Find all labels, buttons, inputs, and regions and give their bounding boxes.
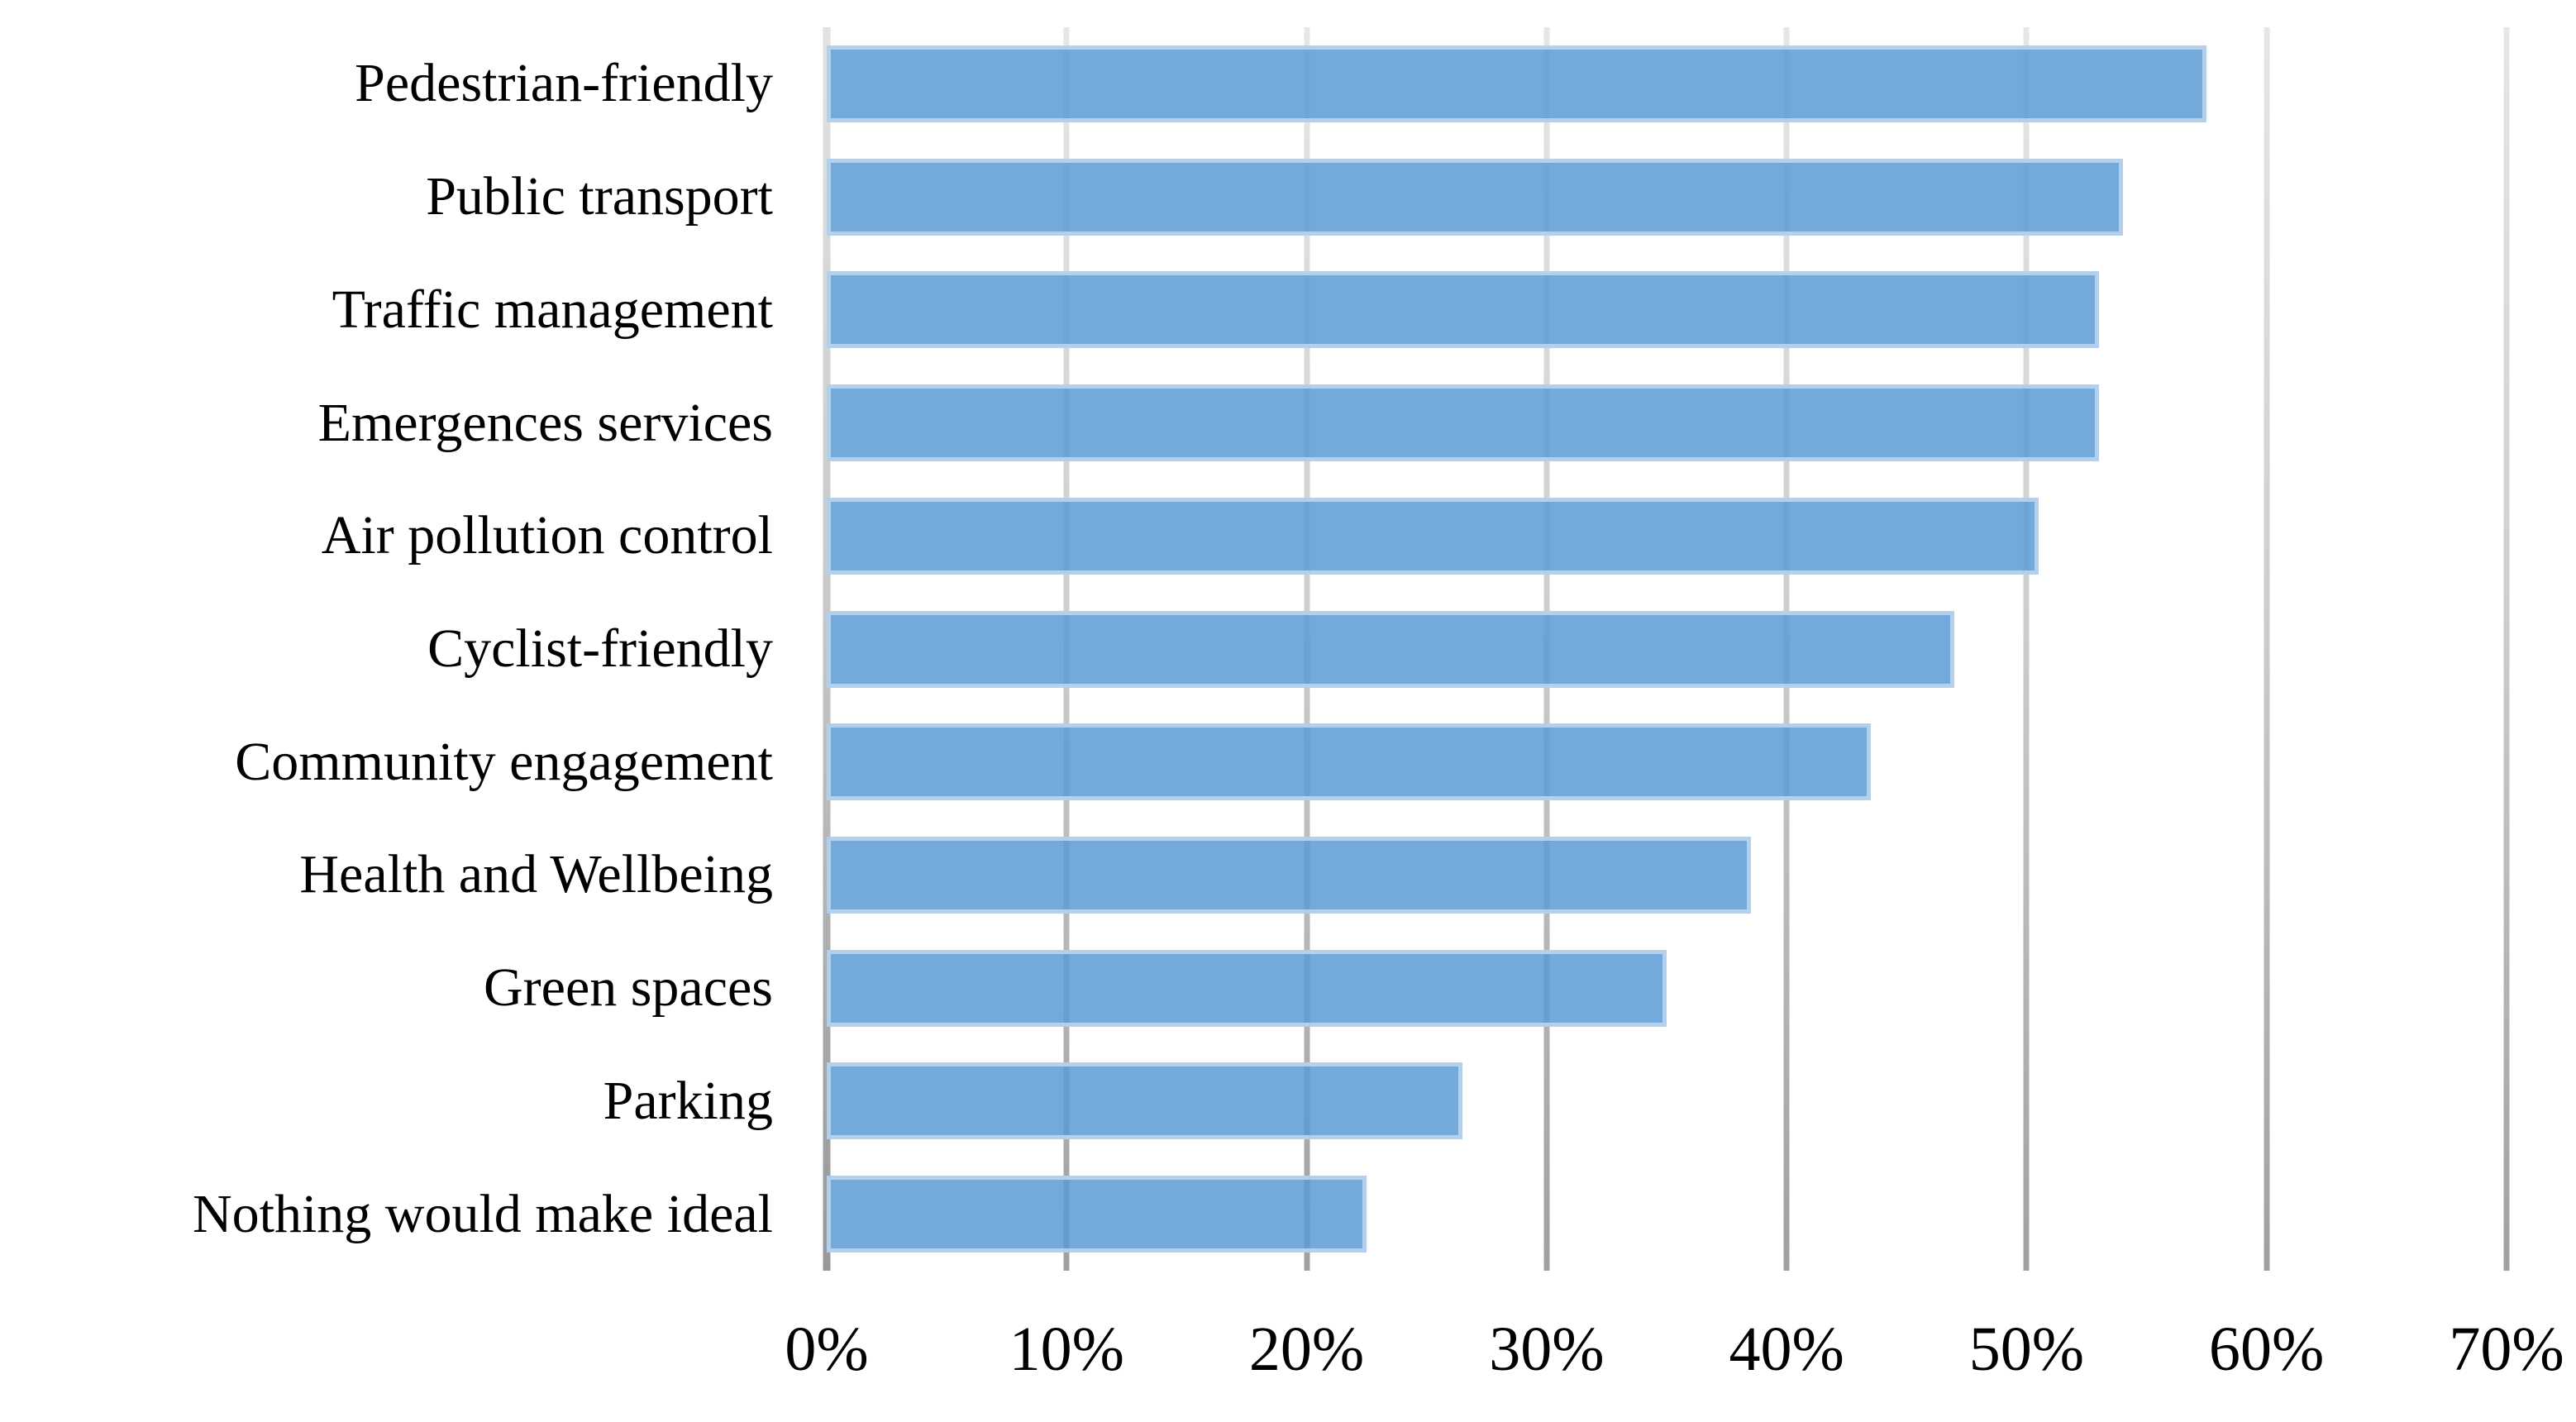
category-label: Parking <box>603 1070 773 1131</box>
category-label: Public transport <box>426 166 773 227</box>
bar <box>827 949 1667 1027</box>
plot-area <box>823 27 2510 1271</box>
x-tick-label: 20% <box>1248 1315 1365 1384</box>
bar <box>827 836 1751 914</box>
bar <box>827 384 2099 462</box>
category-label: Emergences services <box>317 392 773 453</box>
bar <box>827 723 1871 801</box>
x-tick-label: 50% <box>1968 1315 2085 1384</box>
category-label: Green spaces <box>484 957 773 1019</box>
x-tick-label: 60% <box>2209 1315 2325 1384</box>
bar <box>827 1062 1463 1140</box>
x-tick-label: 40% <box>1729 1315 1844 1384</box>
gridline <box>2264 27 2270 1271</box>
bar <box>827 497 2039 575</box>
category-label: Cyclist-friendly <box>427 618 773 679</box>
x-tick-label: 70% <box>2449 1315 2564 1384</box>
category-axis: Pedestrian-friendly Public transport Traff… <box>0 27 773 1271</box>
x-axis: 0% 10% 20% 30% 40% 50% 60% 70% <box>0 1310 2576 1401</box>
bar <box>827 610 1955 688</box>
bar <box>827 271 2099 349</box>
x-tick-label: 10% <box>1009 1315 1124 1384</box>
category-label: Pedestrian-friendly <box>355 53 773 114</box>
gridline <box>2503 27 2510 1271</box>
category-label: Traffic management <box>332 279 773 340</box>
bar <box>827 1176 1367 1253</box>
category-label: Health and Wellbeing <box>299 844 773 905</box>
gridline <box>2023 27 2030 1271</box>
bar <box>827 45 2207 122</box>
category-label: Air pollution control <box>321 505 773 566</box>
bar <box>827 158 2123 236</box>
x-tick-label: 30% <box>1489 1315 1605 1384</box>
category-label: Nothing would make ideal <box>192 1183 773 1244</box>
category-label: Community engagement <box>235 731 773 792</box>
x-tick-label: 0% <box>785 1315 869 1384</box>
